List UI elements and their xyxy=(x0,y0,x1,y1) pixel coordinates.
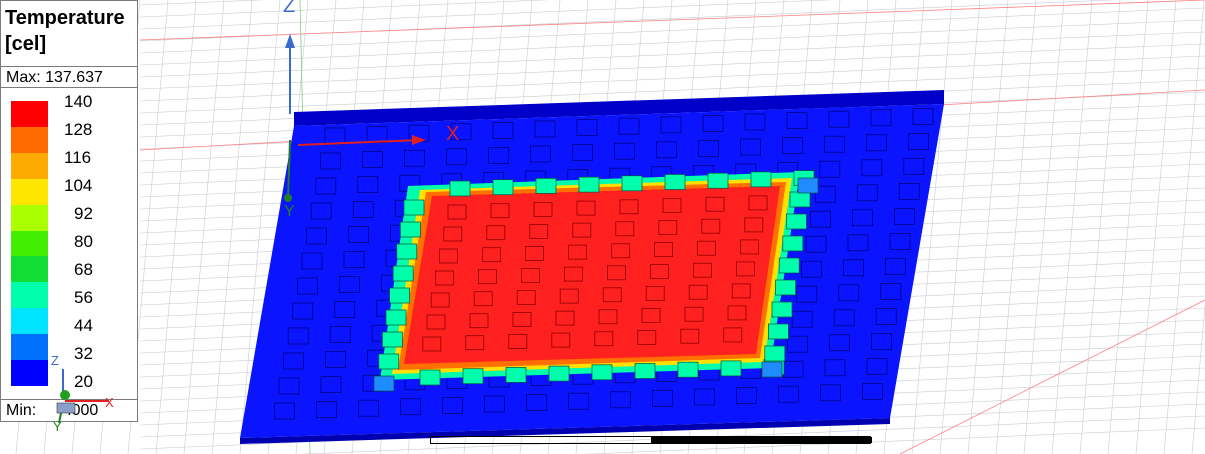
legend-tick-label: 80 xyxy=(74,232,93,251)
legend-max-value: Max: 137.637 xyxy=(1,66,137,88)
legend-title: Temperature [cel] xyxy=(5,5,135,57)
legend-title-quantity: Temperature xyxy=(5,7,125,29)
legend-tick-label: 20 xyxy=(74,372,93,391)
legend-swatch xyxy=(11,204,48,232)
legend-tick-label: 68 xyxy=(74,260,93,279)
legend-title-unit: [cel] xyxy=(5,33,47,55)
legend-swatch xyxy=(11,152,48,180)
triad-cube-icon xyxy=(56,402,76,414)
legend-tick-label: 44 xyxy=(74,316,93,335)
legend-swatch xyxy=(11,126,48,154)
hot-columns xyxy=(422,195,768,352)
legend-min-label: Min: xyxy=(6,402,37,419)
legend-swatch xyxy=(11,101,48,128)
legend-tick-label: 104 xyxy=(64,176,93,195)
legend-swatch xyxy=(11,334,48,361)
edge-bumps xyxy=(373,170,819,392)
legend-tick-label: 116 xyxy=(64,148,92,167)
legend-swatch xyxy=(11,308,48,335)
triad-x-label: X xyxy=(105,395,114,410)
color-scale-bar xyxy=(11,101,48,387)
x-axis-label: X xyxy=(446,123,459,145)
triad-y-label: Y xyxy=(53,419,62,431)
legend-swatch xyxy=(11,230,48,257)
scale-bar xyxy=(430,436,872,444)
scale-bar-dark-segment xyxy=(651,437,872,443)
legend-tick-label: 128 xyxy=(64,120,93,139)
legend-tick-label: 56 xyxy=(74,288,93,307)
legend-swatch xyxy=(11,256,48,283)
legend-tick-label: 92 xyxy=(74,204,93,223)
temperature-legend: Temperature [cel] Max: 137.637 140 128 116… xyxy=(0,0,138,431)
legend-swatch xyxy=(11,178,48,206)
orientation-triad[interactable]: Z X Y xyxy=(49,351,129,431)
legend-tick-label: 32 xyxy=(74,344,93,363)
legend-tick-label: 140 xyxy=(64,92,93,111)
legend-swatch xyxy=(11,360,48,387)
legend-swatch xyxy=(11,282,48,309)
triad-z-label: Z xyxy=(51,353,59,368)
axis-triad xyxy=(284,34,426,202)
y-axis-label: Y xyxy=(284,203,295,220)
z-axis-label: Z xyxy=(283,0,295,17)
